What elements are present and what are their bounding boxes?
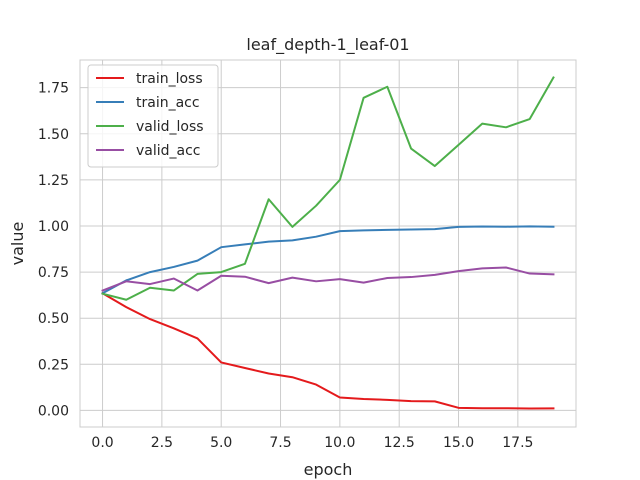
series-line-train-acc xyxy=(101,225,555,295)
chart-title: leaf_depth-1_leaf-01 xyxy=(246,35,409,55)
series-line-valid-loss xyxy=(101,76,555,301)
x-tick-label: 10.0 xyxy=(324,435,355,451)
y-tick-label: 1.75 xyxy=(38,81,69,97)
x-tick-label: 7.5 xyxy=(269,435,291,451)
x-axis-title: epoch xyxy=(304,460,353,479)
legend-label: train_acc xyxy=(136,95,200,111)
x-tick-label: 2.5 xyxy=(151,435,173,451)
series-line-valid-acc xyxy=(101,266,555,292)
x-tick-label: 17.5 xyxy=(502,435,533,451)
y-tick-label: 0.50 xyxy=(38,311,69,327)
tick-labels: 0.0 2.5 5.0 7.5 10.0 12.5 15.0 17.5 0.00 0.25 0.50… xyxy=(38,81,534,451)
x-tick-label: 0.0 xyxy=(91,435,113,451)
y-tick-label: 0.00 xyxy=(38,403,69,419)
legend-label: train_loss xyxy=(136,71,203,87)
y-tick-label: 0.75 xyxy=(38,265,69,281)
x-tick-label: 12.5 xyxy=(384,435,415,451)
series-layer xyxy=(101,76,555,410)
plot-frame xyxy=(79,59,577,428)
legend-label: valid_loss xyxy=(136,119,204,135)
series-line-train-loss xyxy=(101,291,555,410)
y-tick-label: 1.50 xyxy=(38,127,69,143)
y-tick-label: 0.25 xyxy=(38,357,69,373)
x-tick-label: 15.0 xyxy=(443,435,474,451)
x-tick-label: 5.0 xyxy=(210,435,232,451)
legend: train_loss train_acc valid_loss valid_acc xyxy=(87,64,219,168)
legend-label: valid_acc xyxy=(136,143,201,159)
y-tick-label: 1.00 xyxy=(38,219,69,235)
legend-box xyxy=(87,64,219,168)
y-axis-title: value xyxy=(8,222,27,266)
y-tick-label: 1.25 xyxy=(38,173,69,189)
